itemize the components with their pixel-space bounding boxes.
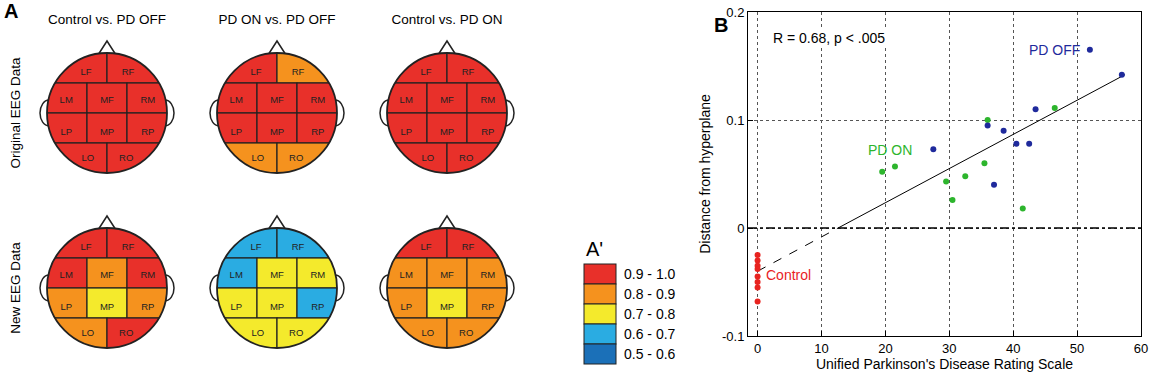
svg-text:LO: LO xyxy=(81,327,94,338)
svg-text:RO: RO xyxy=(289,327,303,338)
svg-text:RF: RF xyxy=(292,241,305,252)
svg-text:LF: LF xyxy=(80,66,91,77)
svg-text:LO: LO xyxy=(251,327,264,338)
svg-text:RF: RF xyxy=(292,66,305,77)
svg-text:MP: MP xyxy=(440,301,454,312)
svg-text:0.6 - 0.7: 0.6 - 0.7 xyxy=(624,326,676,342)
svg-text:Control: Control xyxy=(766,267,811,283)
svg-text:LF: LF xyxy=(420,66,431,77)
svg-text:LM: LM xyxy=(400,269,413,280)
svg-text:Control vs. PD OFF: Control vs. PD OFF xyxy=(48,12,166,27)
svg-text:B: B xyxy=(714,14,728,36)
svg-text:R = 0.68, p < .005: R = 0.68, p < .005 xyxy=(773,30,885,46)
svg-text:10: 10 xyxy=(814,341,828,356)
svg-text:0.5 - 0.6: 0.5 - 0.6 xyxy=(624,346,676,362)
svg-text:0.9 - 1.0: 0.9 - 1.0 xyxy=(624,266,676,282)
svg-text:RF: RF xyxy=(122,66,135,77)
svg-text:30: 30 xyxy=(942,341,956,356)
svg-text:LP: LP xyxy=(60,126,72,137)
svg-text:0.1: 0.1 xyxy=(726,113,744,128)
svg-text:LP: LP xyxy=(60,301,72,312)
svg-text:LM: LM xyxy=(60,94,73,105)
svg-text:LP: LP xyxy=(400,126,412,137)
svg-text:PD ON: PD ON xyxy=(868,142,912,158)
svg-text:RP: RP xyxy=(311,301,324,312)
svg-text:RF: RF xyxy=(462,241,475,252)
svg-text:MP: MP xyxy=(270,301,284,312)
svg-text:RP: RP xyxy=(311,126,324,137)
svg-text:RP: RP xyxy=(481,126,494,137)
svg-text:LO: LO xyxy=(251,152,264,163)
svg-text:MF: MF xyxy=(100,94,114,105)
svg-text:MP: MP xyxy=(100,126,114,137)
svg-text:LF: LF xyxy=(250,66,261,77)
svg-text:0.8 - 0.9: 0.8 - 0.9 xyxy=(624,286,676,302)
svg-text:RO: RO xyxy=(119,152,133,163)
svg-text:LO: LO xyxy=(421,152,434,163)
svg-text:50: 50 xyxy=(1070,341,1084,356)
svg-text:LO: LO xyxy=(421,327,434,338)
svg-text:Unified Parkinson's Disease Ra: Unified Parkinson's Disease Rating Scale xyxy=(816,356,1073,372)
svg-text:MP: MP xyxy=(270,126,284,137)
svg-text:RP: RP xyxy=(141,126,154,137)
svg-text:RO: RO xyxy=(459,152,473,163)
svg-text:40: 40 xyxy=(1006,341,1020,356)
svg-text:-0.1: -0.1 xyxy=(722,329,744,344)
svg-text:RM: RM xyxy=(310,269,325,280)
svg-text:0: 0 xyxy=(754,341,761,356)
svg-text:Control vs. PD ON: Control vs. PD ON xyxy=(391,12,502,27)
svg-text:LP: LP xyxy=(230,126,242,137)
svg-text:0.7 - 0.8: 0.7 - 0.8 xyxy=(624,306,676,322)
svg-text:LF: LF xyxy=(250,241,261,252)
svg-text:LM: LM xyxy=(400,94,413,105)
svg-text:MF: MF xyxy=(270,94,284,105)
svg-text:RM: RM xyxy=(480,269,495,280)
svg-text:LP: LP xyxy=(230,301,242,312)
svg-text:A: A xyxy=(4,0,18,22)
svg-text:Original EEG Data: Original EEG Data xyxy=(8,57,23,169)
svg-text:MP: MP xyxy=(100,301,114,312)
svg-text:MP: MP xyxy=(440,126,454,137)
svg-text:MF: MF xyxy=(100,269,114,280)
svg-text:MF: MF xyxy=(440,94,454,105)
svg-text:LM: LM xyxy=(230,269,243,280)
svg-text:A': A' xyxy=(586,238,603,260)
svg-text:RP: RP xyxy=(481,301,494,312)
svg-text:MF: MF xyxy=(440,269,454,280)
svg-text:RF: RF xyxy=(122,241,135,252)
svg-text:RM: RM xyxy=(140,269,155,280)
svg-text:RM: RM xyxy=(310,94,325,105)
svg-text:PD OFF: PD OFF xyxy=(1029,42,1080,58)
svg-text:New EEG Data: New EEG Data xyxy=(8,242,23,334)
svg-text:RO: RO xyxy=(459,327,473,338)
svg-text:LF: LF xyxy=(420,241,431,252)
svg-text:RF: RF xyxy=(462,66,475,77)
svg-text:0: 0 xyxy=(737,221,744,236)
svg-text:LP: LP xyxy=(400,301,412,312)
svg-text:LM: LM xyxy=(60,269,73,280)
svg-text:RM: RM xyxy=(480,94,495,105)
svg-text:LF: LF xyxy=(80,241,91,252)
svg-text:20: 20 xyxy=(878,341,892,356)
svg-text:RP: RP xyxy=(141,301,154,312)
svg-text:0.2: 0.2 xyxy=(726,5,744,20)
svg-text:PD ON vs. PD OFF: PD ON vs. PD OFF xyxy=(218,12,335,27)
svg-text:60: 60 xyxy=(1134,341,1148,356)
svg-text:MF: MF xyxy=(270,269,284,280)
svg-text:RM: RM xyxy=(140,94,155,105)
svg-text:RO: RO xyxy=(119,327,133,338)
svg-text:LM: LM xyxy=(230,94,243,105)
svg-text:LO: LO xyxy=(81,152,94,163)
svg-text:Distance from hyperplane: Distance from hyperplane xyxy=(697,94,713,254)
svg-text:RO: RO xyxy=(289,152,303,163)
